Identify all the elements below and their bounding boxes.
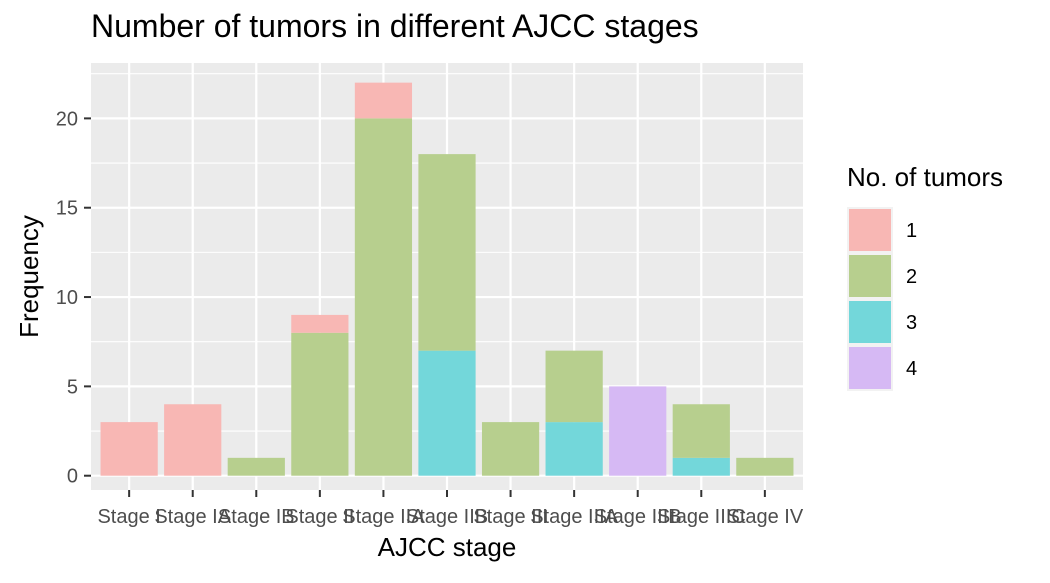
- x-tick-label: Stage IIIB: [594, 506, 682, 528]
- bar-segment: [736, 457, 794, 476]
- x-tick-label: Stage IIIA: [530, 506, 618, 528]
- legend-label: 1: [906, 220, 917, 242]
- bar-segment: [100, 422, 158, 476]
- y-tick-label: 20: [56, 108, 78, 130]
- legend-label: 4: [906, 358, 917, 380]
- legend-label: 3: [906, 312, 917, 334]
- x-tick-label: Stage III: [473, 506, 548, 528]
- legend-key-swatch: [849, 209, 891, 251]
- bar-segment: [291, 314, 349, 333]
- y-tick-label: 10: [56, 287, 78, 309]
- bar-segment: [418, 154, 476, 351]
- bar-segment: [291, 332, 349, 476]
- x-tick-label: Stage II: [285, 506, 354, 528]
- bar-segment: [672, 457, 730, 476]
- y-tick-label: 5: [67, 376, 78, 398]
- bar-segment: [418, 350, 476, 476]
- legend-key-swatch: [849, 301, 891, 343]
- bar-segment: [545, 422, 603, 476]
- legend-key-swatch: [849, 347, 891, 389]
- y-axis-title: Frequency: [14, 215, 44, 338]
- bar-segment: [227, 457, 285, 476]
- bar-segment: [609, 386, 667, 476]
- x-tick-label: Stage I: [97, 506, 160, 528]
- bar-segment: [164, 404, 222, 476]
- x-tick-label: Stage IIB: [406, 506, 488, 528]
- x-tick-label: Stage IB: [218, 506, 295, 528]
- legend-key-swatch: [849, 255, 891, 297]
- y-tick-label: 0: [67, 466, 78, 488]
- x-axis-title: AJCC stage: [378, 532, 517, 562]
- x-tick-label: Stage IIA: [342, 506, 425, 528]
- x-tick-label: Stage IV: [726, 506, 803, 528]
- bar-segment: [672, 404, 730, 458]
- x-tick-label: Stage IIIC: [657, 506, 746, 528]
- bar-segment: [354, 82, 413, 119]
- bar-segment: [481, 422, 540, 476]
- bar-segment: [354, 118, 413, 476]
- legend-label: 2: [906, 266, 917, 288]
- x-tick-label: Stage IA: [154, 506, 231, 528]
- bar-segment: [545, 350, 603, 423]
- y-tick-label: 15: [56, 198, 78, 220]
- chart-title: Number of tumors in different AJCC stage…: [91, 8, 699, 44]
- legend-title: No. of tumors: [847, 162, 1004, 192]
